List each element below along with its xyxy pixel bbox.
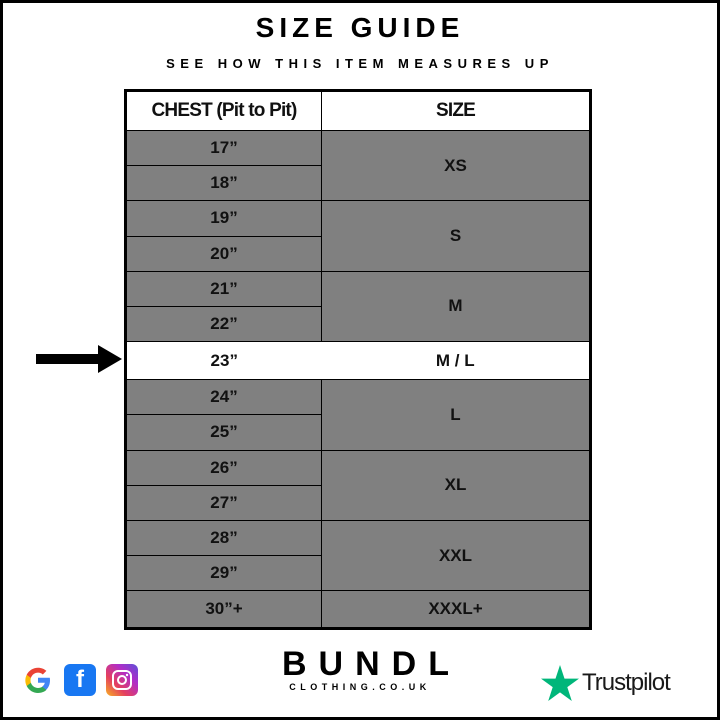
header-size: SIZE	[321, 90, 591, 131]
chest-cell: 26”	[125, 449, 322, 486]
chest-cell: 19”	[125, 200, 322, 237]
size-cell: M / L	[321, 341, 591, 381]
chest-cell: 18”	[125, 165, 322, 202]
table-row: 22”	[125, 305, 591, 343]
table-row: 27”	[125, 484, 591, 521]
chest-cell: 30”+	[125, 590, 322, 630]
size-cell: M	[321, 270, 591, 343]
google-icon[interactable]	[22, 664, 54, 696]
brand-name: BUNDL	[282, 645, 461, 683]
table-row: 25”	[125, 414, 591, 451]
table-row: 24” L	[125, 379, 591, 451]
table-row: 17” XS	[125, 129, 591, 202]
table-header: CHEST (Pit to Pit) SIZE	[125, 90, 591, 131]
chest-cell: 17”	[125, 129, 322, 167]
table-row: 30”+ XXXL+	[125, 590, 591, 630]
highlighted-row: 23” M / L	[125, 341, 591, 381]
chest-cell: 28”	[125, 519, 322, 557]
chest-cell: 25”	[125, 414, 322, 451]
chest-cell: 24”	[125, 379, 322, 416]
page-title: SIZE GUIDE	[255, 12, 465, 43]
size-table: CHEST (Pit to Pit) SIZE 17” XS 18” 19” S 20…	[124, 89, 592, 631]
arrow-right-icon	[36, 345, 122, 373]
header-chest: CHEST (Pit to Pit)	[125, 90, 322, 131]
chest-cell: 23”	[125, 341, 322, 381]
table-row: 19” S	[125, 200, 591, 272]
trustpilot-text: Trustpilot	[582, 669, 671, 696]
size-cell: XS	[321, 129, 591, 202]
brand-url: CLOTHING.CO.UK	[289, 682, 431, 692]
table-row: 26” XL	[125, 449, 591, 521]
chest-cell: 22”	[125, 305, 322, 343]
table-row: 20”	[125, 235, 591, 272]
subtitle: SEE HOW THIS ITEM MEASURES UP	[166, 56, 554, 71]
table-row: 28” XXL	[125, 519, 591, 592]
size-cell: XXXL+	[321, 590, 591, 630]
size-cell: XL	[321, 449, 591, 521]
facebook-icon[interactable]: f	[64, 664, 96, 696]
social-icons: f	[22, 664, 138, 696]
table-row: 21” M	[125, 270, 591, 343]
trustpilot-logo[interactable]: Trustpilot	[541, 665, 671, 701]
chest-cell: 27”	[125, 484, 322, 521]
star-icon	[541, 665, 579, 701]
chest-cell: 29”	[125, 555, 322, 592]
table-row: 29”	[125, 555, 591, 592]
size-cell: L	[321, 379, 591, 451]
chest-cell: 21”	[125, 270, 322, 307]
chest-cell: 20”	[125, 235, 322, 272]
size-cell: S	[321, 200, 591, 272]
instagram-icon[interactable]	[106, 664, 138, 696]
size-cell: XXL	[321, 519, 591, 592]
brand-logo: BUNDL CLOTHING.CO.UK	[270, 646, 450, 692]
table-row: 18”	[125, 165, 591, 202]
